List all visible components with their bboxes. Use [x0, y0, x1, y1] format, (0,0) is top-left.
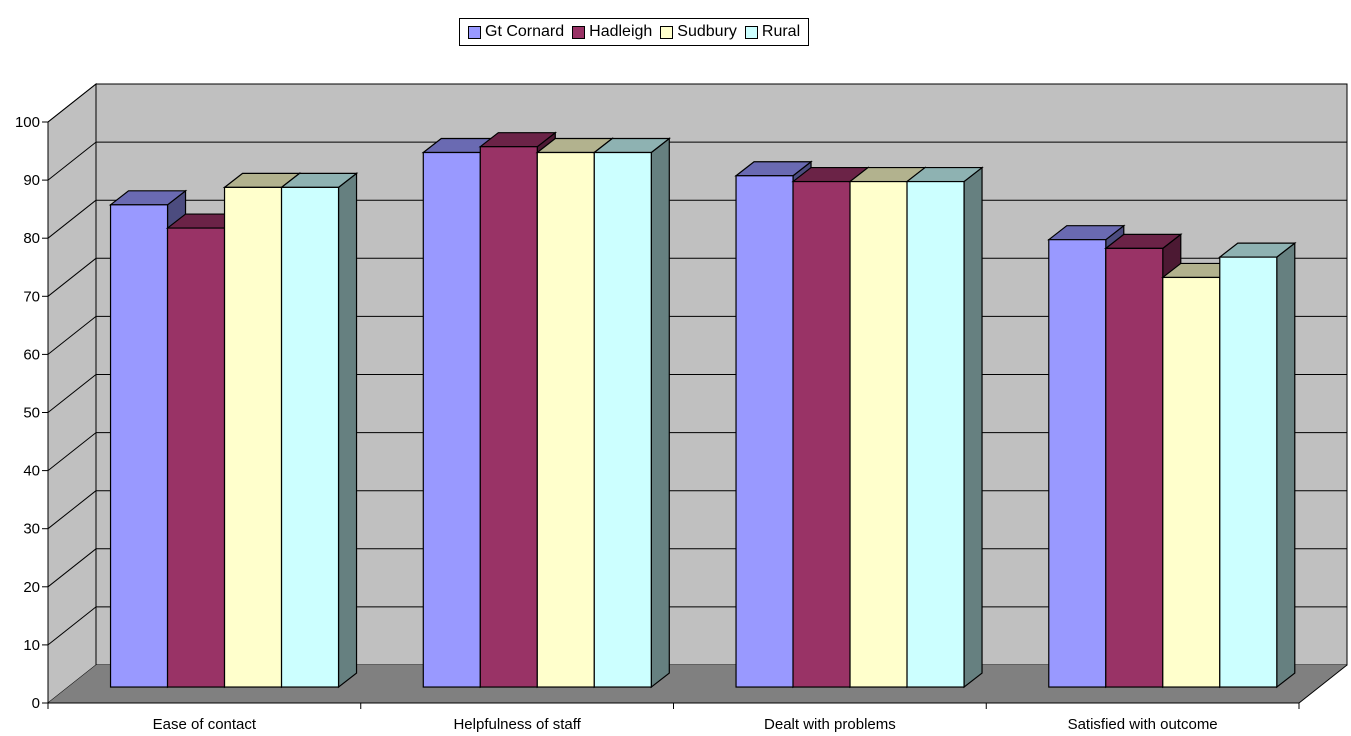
legend-label: Hadleigh	[589, 23, 653, 40]
bar-front	[280, 186, 340, 688]
gridline-side	[47, 432, 97, 471]
y-tick-label: 80	[23, 230, 40, 247]
legend-label: Gt Cornard	[485, 23, 565, 40]
gridline-side	[47, 141, 97, 181]
legend-item-rural: Rural	[744, 23, 801, 41]
y-tick-label: 40	[23, 463, 40, 480]
bar-rural-helpfulness-of-staff	[592, 137, 672, 689]
bar-front	[906, 180, 965, 688]
y-tick-label: 90	[23, 172, 40, 189]
gridline-side	[47, 490, 97, 530]
gridline-side	[47, 316, 97, 355]
gridline-side	[47, 548, 97, 588]
floor-edge	[1298, 664, 1348, 704]
bar-side	[1276, 241, 1296, 689]
y-tick-label: 100	[15, 114, 40, 131]
gridline-side	[47, 606, 97, 646]
bar-front	[223, 186, 283, 688]
bar-front	[422, 151, 481, 688]
floor	[48, 665, 1347, 703]
bars	[108, 131, 1297, 689]
y-tick-label: 30	[23, 521, 40, 538]
gridline-side	[47, 374, 97, 413]
axes: 0 10 20 30 40 50 60 70 80 90 100 Ease of contact Hel…	[15, 114, 1348, 733]
bar-side	[963, 166, 983, 689]
bar-front	[1162, 276, 1221, 688]
bar-front	[735, 175, 794, 688]
legend-item-gt-cornard: Gt Cornard	[468, 23, 564, 41]
y-tick-label: 70	[23, 288, 40, 305]
bar-front	[536, 151, 595, 688]
bar-front	[1048, 239, 1107, 688]
legend-label: Rural	[761, 23, 801, 40]
bar-front	[792, 180, 851, 688]
gridline-side	[47, 257, 97, 297]
bar-front	[1219, 256, 1278, 688]
legend-item-hadleigh: Hadleigh	[572, 23, 652, 41]
legend-label: Sudbury	[677, 23, 737, 40]
y-tick-label: 0	[32, 695, 40, 712]
x-tick-label-dealt-with-problems: Dealt with problems	[764, 716, 896, 733]
legend-swatch	[572, 25, 586, 39]
bar-front	[1105, 247, 1164, 688]
y-tick-label: 60	[23, 346, 40, 363]
bar-rural-satisfied-with-outcome	[1218, 241, 1297, 689]
gridline-side	[47, 83, 97, 123]
legend: Gt Cornard Hadleigh Sudbury Rural	[459, 18, 810, 46]
gridline-side	[47, 199, 97, 239]
bar-rural-dealt-with-problems	[905, 166, 984, 689]
bar-front	[849, 180, 908, 688]
legend-swatch	[744, 25, 758, 39]
x-tick-label-helpfulness-of-staff: Helpfulness of staff	[453, 716, 581, 733]
legend-swatch	[660, 25, 674, 39]
legend-item-sudbury: Sudbury	[660, 23, 737, 41]
y-tick-label: 20	[23, 579, 40, 596]
bar-side	[650, 137, 670, 689]
y-tick-label: 10	[23, 637, 40, 654]
x-tick-label-satisfied-with-outcome: Satisfied with outcome	[1068, 716, 1218, 733]
y-tick-label: 50	[23, 405, 40, 422]
bar-rural-ease-of-contact	[279, 172, 359, 689]
bar-front	[479, 146, 538, 688]
x-tick-label-ease-of-contact: Ease of contact	[153, 716, 257, 733]
bar-side	[337, 172, 358, 689]
bar-front	[593, 151, 652, 688]
bar-front	[166, 227, 226, 688]
bar-front	[109, 204, 169, 688]
legend-swatch	[468, 25, 481, 39]
